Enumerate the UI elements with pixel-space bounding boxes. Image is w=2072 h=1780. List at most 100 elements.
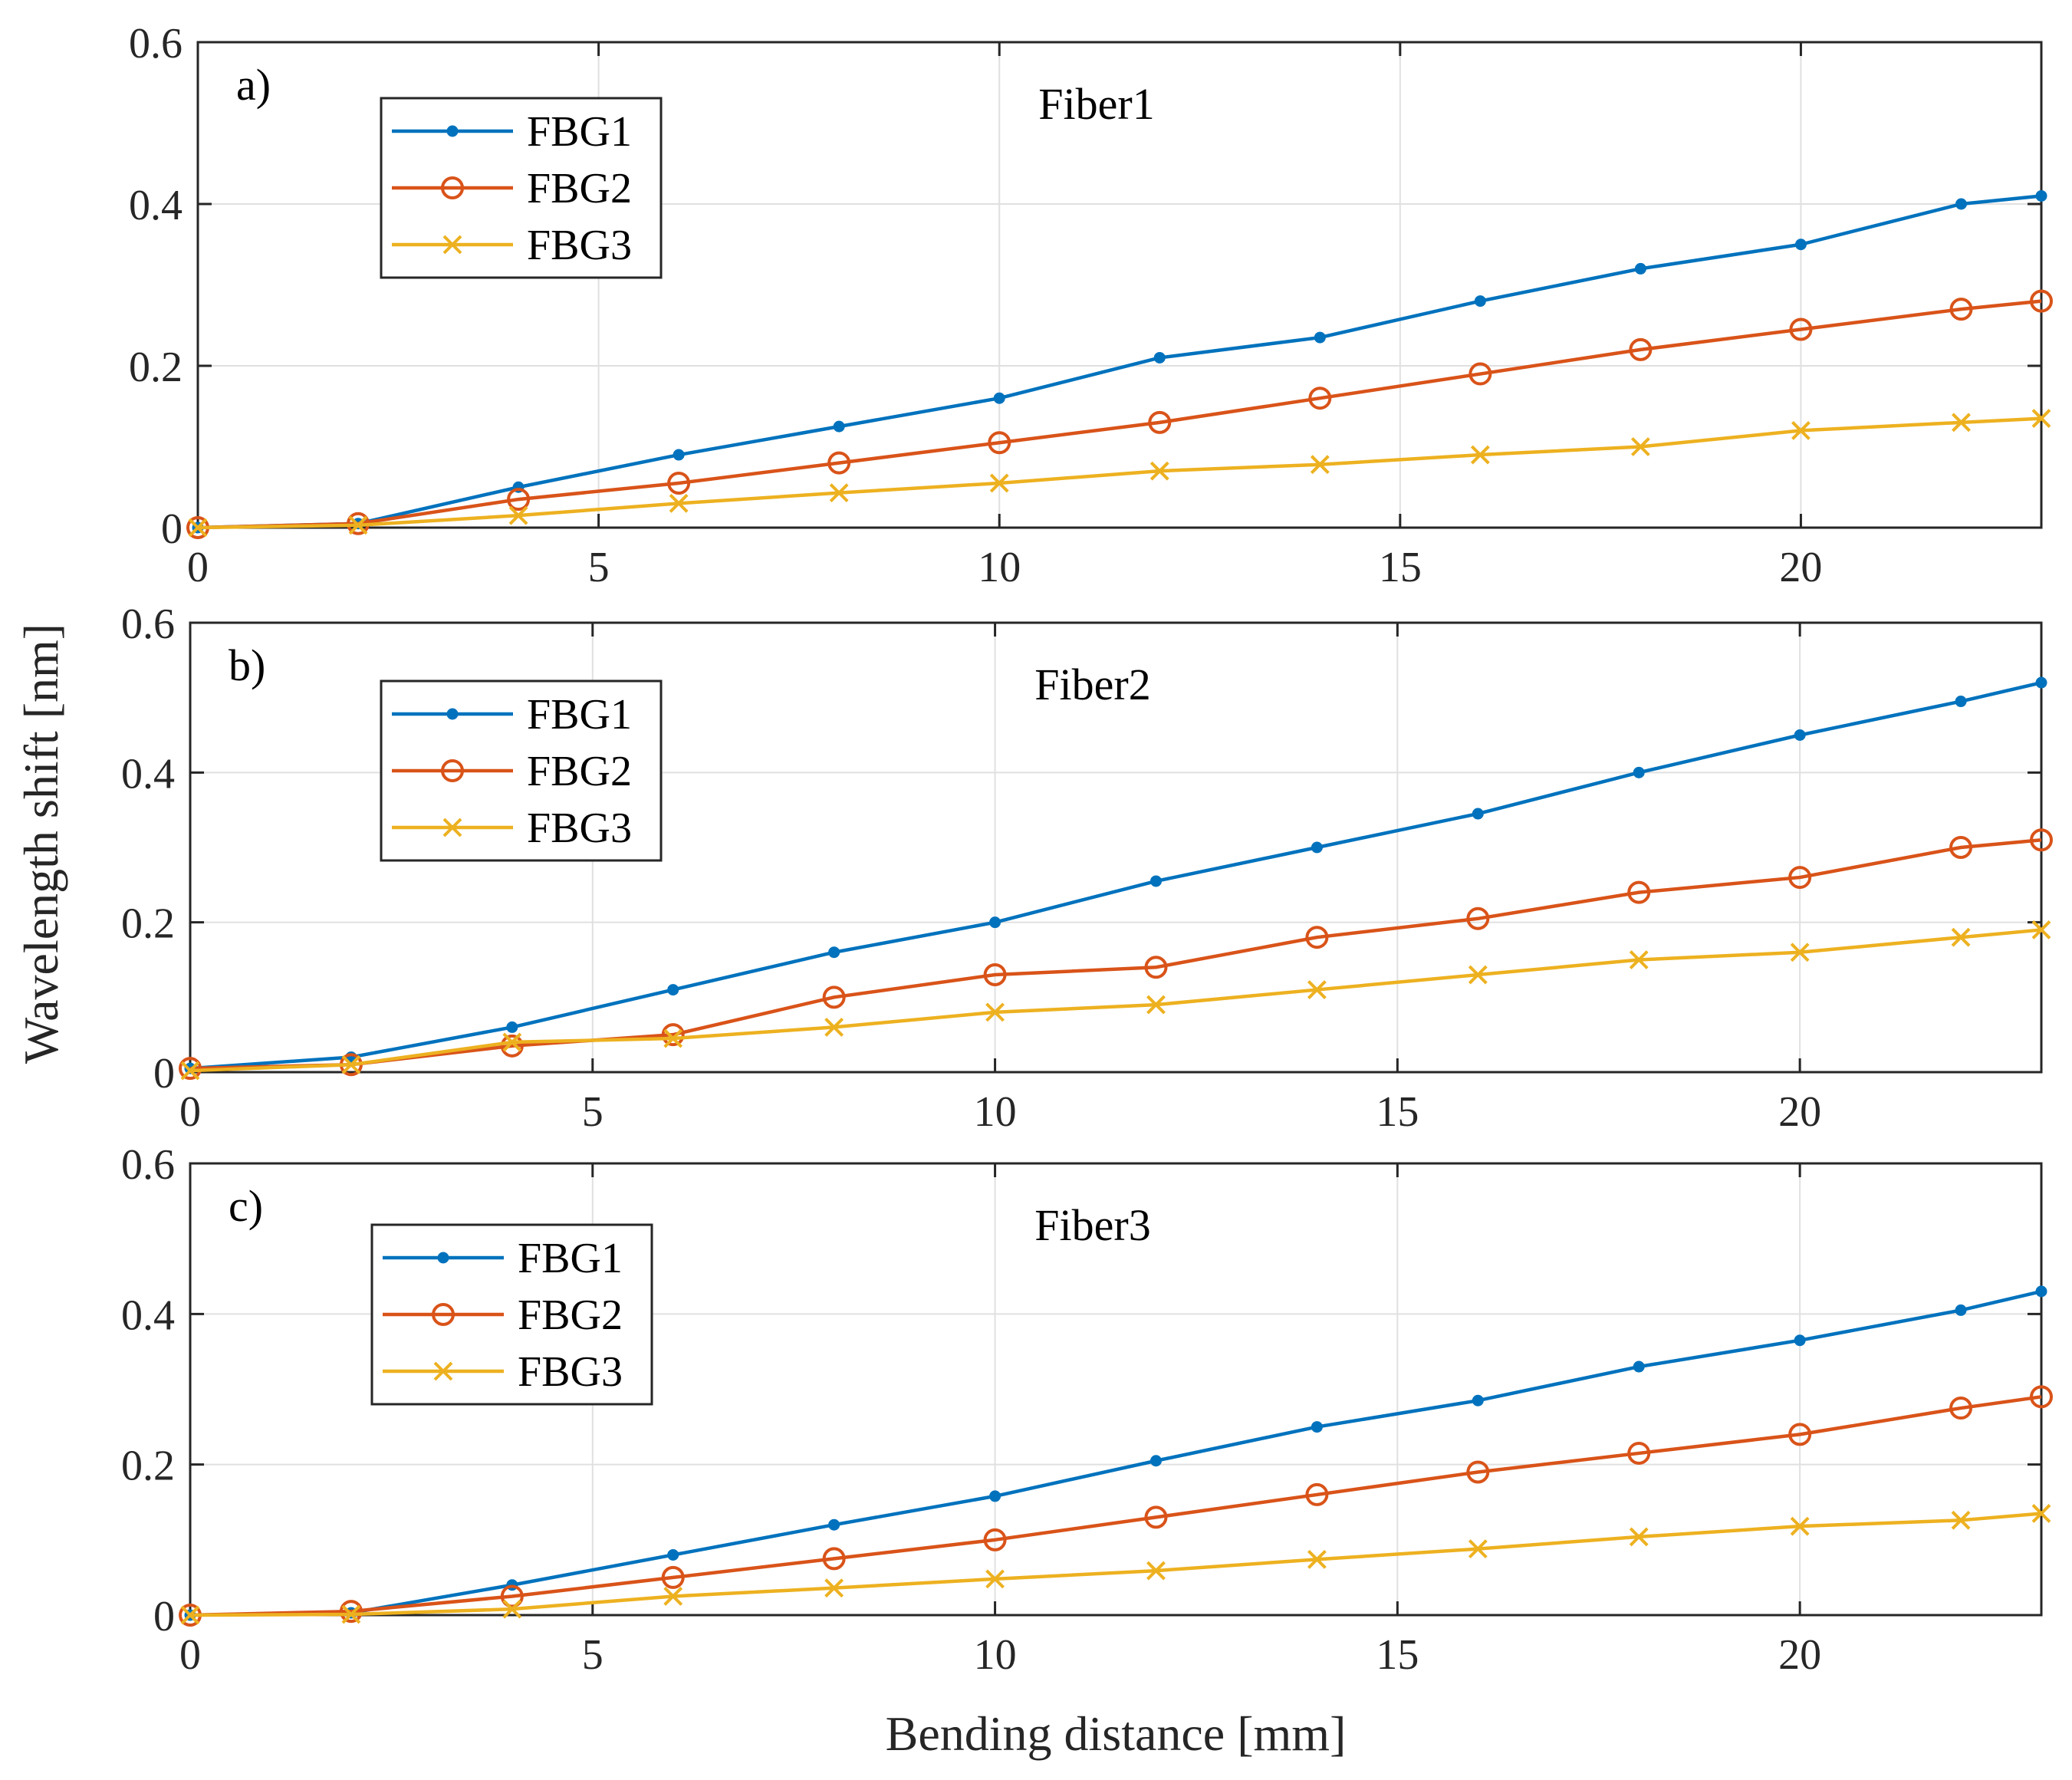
panel-b-fbg1-point-12 [2035, 676, 2047, 689]
panel-b-fbg3-point-8-stroke-b [1468, 965, 1488, 985]
panel-b-fbg3-point-10 [1790, 943, 1810, 962]
panel-a-ytick-label: 0.4 [129, 182, 183, 229]
panel-c-fbg2-point-10 [1788, 1423, 1812, 1446]
panel-b-label: b) [229, 640, 265, 690]
panel-c-fbg2-point-3 [661, 1565, 685, 1589]
panel-a-fbg2-point-3 [667, 471, 691, 495]
panel-c-fbg3-point-7-stroke-b [1307, 1549, 1327, 1569]
panel-a-fbg3-point-8-stroke-b [1470, 445, 1490, 465]
panel-b-legend-marker-fbg3 [442, 818, 462, 837]
x-axis-title: Bending distance [mm] [886, 1706, 1347, 1761]
panel-c-fbg3-point-1-stroke-b [341, 1604, 361, 1624]
panel-b-fbg3-point-3 [663, 1028, 683, 1048]
panel-b-fbg3-point-12-stroke-b [2031, 920, 2051, 939]
panel-a-legend-item-fbg2: FBG2 [392, 165, 632, 212]
panel-c-label: c) [229, 1181, 263, 1231]
panel-c-legend-label-fbg3: FBG3 [518, 1348, 623, 1396]
panel-c-fbg1-point-5 [989, 1490, 1001, 1502]
panel-b-xtick-label: 10 [974, 1088, 1017, 1136]
panel-c-fbg3-point-9 [1629, 1527, 1649, 1547]
panel-a-ytick-label: 0.6 [129, 20, 183, 67]
panel-a-fbg3-point-12 [2031, 409, 2051, 428]
panel-c-fbg3-point-5 [985, 1569, 1005, 1589]
panel-c-fbg3-point-3 [663, 1587, 683, 1606]
panel-c-axes-box [189, 1162, 2043, 1617]
panel-a-fbg3-point-11-stroke-b [1952, 413, 1971, 433]
panel-b-fbg3-point-1 [341, 1055, 361, 1074]
panel-a-fbg3-point-12-stroke-b [2031, 409, 2051, 428]
panel-b-legend-label-fbg2: FBG2 [527, 748, 632, 795]
panel-c-legend-marker-fbg3 [433, 1361, 453, 1381]
panel-b-fbg2-point-11 [1949, 836, 1973, 859]
panel-a-fbg3-point-11 [1952, 413, 1971, 433]
panel-c-fbg2-point-2 [500, 1584, 524, 1608]
panel-c-fbg1-point-6 [1149, 1455, 1162, 1467]
panel-a-fbg1-point-6 [1153, 351, 1166, 364]
panel-c-fbg3-point-4 [824, 1578, 844, 1598]
panel-a-fbg3-point-8 [1470, 445, 1490, 465]
panel-c-fbg1-point-8 [1472, 1394, 1484, 1407]
panel-c-fbg2-point-5 [983, 1528, 1007, 1551]
panel-b-title: Fiber2 [1034, 660, 1150, 709]
panel-b-fbg3-point-6 [1146, 995, 1166, 1015]
panel-b-fbg3-point-2-stroke-b [502, 1032, 522, 1052]
panel-b-legend-marker-fbg2 [441, 759, 464, 782]
panel-a-fbg3-point-10-stroke-b [1791, 420, 1811, 440]
panel-c-fbg3-point-12 [2031, 1504, 2051, 1523]
panel-a-xtick-label: 0 [187, 544, 209, 591]
panel-c-fbg1-point-7 [1311, 1421, 1323, 1433]
panel-b-ytick-label: 0 [153, 1050, 175, 1097]
panel-c-fbg3-point-7 [1307, 1549, 1327, 1569]
panel-b-fbg2-point-3 [661, 1023, 685, 1047]
panel-b-fbg3-point-12 [2031, 920, 2051, 939]
panel-a-fbg3-point-4 [829, 483, 849, 503]
panel-b-legend-item-fbg3: FBG3 [392, 804, 632, 852]
panel-a-series-fbg3-line [197, 416, 2042, 530]
panel-b-fbg1-point-2 [506, 1021, 518, 1033]
panel-c-fbg2-point-9 [1627, 1441, 1651, 1465]
panel-a-fbg3-point-0-stroke-b [188, 518, 208, 538]
panel-b-fbg3-point-1-stroke-b [341, 1055, 361, 1074]
panel-c-fbg2-point-8 [1466, 1460, 1490, 1484]
panel-a-fbg2-point-2 [507, 488, 531, 512]
panel-a-ytick-label: 0.2 [129, 344, 183, 391]
panel-a-xtick-label: 20 [1779, 544, 1822, 591]
panel-a-xtick-label: 10 [978, 544, 1021, 591]
panel-a-fbg3-point-2-stroke-b [508, 505, 528, 525]
panel-b-fbg3-point-0 [180, 1061, 200, 1081]
panel-c-fbg3-point-3-stroke-b [663, 1587, 683, 1606]
panel-b-axes-box [189, 621, 2043, 1074]
panel-b-fbg3-point-6-stroke-b [1146, 995, 1166, 1015]
panel-b-xtick-label: 0 [179, 1088, 201, 1136]
panel-a-fbg3-point-6-stroke-b [1149, 461, 1169, 481]
panel-a-fbg1-point-5 [993, 392, 1005, 404]
panel-c-ytick-label: 0.6 [121, 1141, 175, 1189]
panel-a-fbg3-point-1-stroke-b [348, 515, 368, 535]
panel-c-fbg3-point-5-stroke-b [985, 1569, 1005, 1589]
panel-a-fbg1-point-11 [1955, 198, 1967, 210]
panel-c-fbg3-point-1 [341, 1604, 361, 1624]
panel-c-fbg1-point-10 [1794, 1334, 1806, 1347]
panel-a-xtick-label: 15 [1379, 544, 1422, 591]
panel-c-ytick-label: 0.4 [121, 1291, 175, 1339]
panel-c-xtick-label: 10 [974, 1631, 1017, 1679]
y-axis-title: Wavelength shift [nm] [14, 623, 68, 1064]
panel-c-xtick-label: 0 [179, 1631, 201, 1679]
panel-a-fbg3-point-5-stroke-b [989, 473, 1009, 493]
panel-b-legend-marker-fbg1 [446, 708, 459, 720]
panel-c-legend: FBG1 FBG2 FBG3 [370, 1223, 653, 1406]
panel-c-xtick-label: 5 [582, 1631, 604, 1679]
panel-b-fbg3-point-11-stroke-b [1951, 927, 1971, 947]
panel-a-fbg3-point-5 [989, 473, 1009, 493]
panel-c-fbg1-point-3 [667, 1548, 679, 1561]
panel-c-fbg3-point-12-stroke-b [2031, 1504, 2051, 1523]
panel-a-legend-label-fbg1: FBG1 [527, 108, 632, 156]
panel-b: 0 5 10 15 20 0 0.2 0.4 0.6 b) Fiber2 FBG1 FBG2 FBG3 [121, 600, 2053, 1136]
panel-b-fbg2-point-0 [179, 1057, 202, 1081]
panel-b-fbg3-point-0-stroke-b [180, 1061, 200, 1081]
panel-b-fbg3-point-7 [1307, 980, 1327, 999]
panel-a-fbg3-point-0 [188, 518, 208, 538]
panel-b-fbg2-point-12 [2030, 828, 2053, 852]
panel-c-title: Fiber3 [1034, 1200, 1150, 1250]
